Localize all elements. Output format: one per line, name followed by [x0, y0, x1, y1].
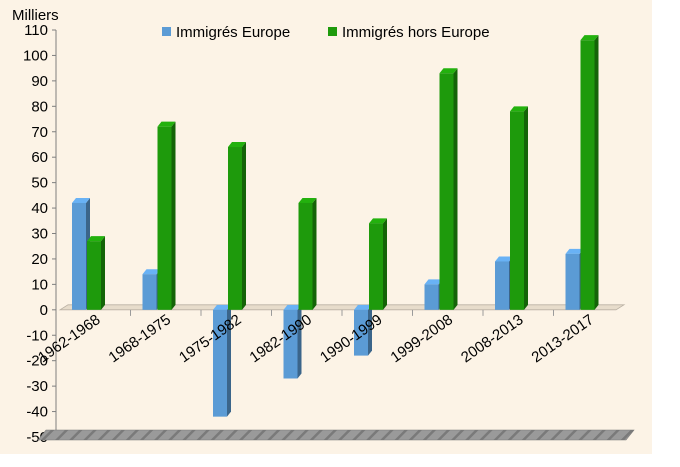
y-tick-label: 100	[23, 47, 48, 64]
legend-swatch	[162, 27, 171, 36]
y-tick-label: -40	[26, 404, 48, 421]
bar-front	[580, 40, 595, 310]
y-axis-label: Milliers	[12, 7, 59, 24]
bar-top	[298, 197, 317, 203]
bar-top	[510, 106, 528, 112]
y-tick-label: 10	[31, 276, 48, 293]
y-tick-label: -30	[26, 378, 48, 395]
bar-top	[580, 35, 599, 41]
bar-front	[228, 147, 242, 310]
y-tick-label: 40	[31, 200, 48, 217]
y-tick-label: -20	[26, 353, 48, 370]
bar-front	[283, 309, 298, 379]
bar-top	[283, 304, 302, 310]
bar	[369, 218, 387, 310]
bar-front	[510, 111, 524, 310]
bar	[354, 304, 372, 356]
legend-label: Immigrés hors Europe	[342, 24, 490, 41]
bar	[157, 121, 176, 310]
bar-top	[228, 142, 246, 148]
legend-item: Immigrés hors Europe	[328, 24, 490, 41]
y-tick-label: 0	[40, 302, 48, 319]
bar-side	[594, 35, 599, 310]
y-tick-label: 80	[31, 98, 48, 115]
legend-label: Immigrés Europe	[176, 24, 290, 41]
bar-top	[354, 304, 372, 310]
y-tick-label: 30	[31, 226, 48, 243]
y-tick-label: 50	[31, 175, 48, 192]
bar-front	[298, 202, 313, 310]
bar-side	[383, 218, 387, 310]
bar-top	[369, 218, 387, 224]
floor-plane	[37, 429, 635, 441]
legend-swatch	[328, 27, 337, 36]
y-tick-label: -10	[26, 327, 48, 344]
bar	[298, 197, 317, 310]
bar-front	[495, 261, 509, 310]
bar-top	[72, 197, 90, 203]
bar-top	[565, 248, 584, 254]
bar-front	[439, 73, 454, 310]
bar	[580, 35, 599, 310]
y-tick-label: 110	[24, 22, 48, 39]
bar-top	[213, 304, 231, 310]
y-tick-label: 70	[31, 124, 48, 141]
bar-front	[369, 223, 383, 310]
bar-top	[495, 256, 513, 262]
bar	[283, 304, 302, 379]
bar-side	[297, 304, 302, 379]
bar-front	[565, 253, 580, 310]
bar	[87, 236, 105, 310]
y-tick-label: 20	[31, 251, 48, 268]
bar-side	[312, 197, 317, 310]
bar-side	[227, 304, 231, 417]
bar-side	[453, 68, 458, 310]
bar-front	[157, 126, 172, 310]
bar-top	[87, 236, 105, 242]
y-tick-label: -50	[26, 429, 48, 446]
y-tick-label: 90	[31, 73, 48, 90]
bar-side	[524, 106, 528, 310]
bar	[213, 304, 231, 417]
bar-front	[72, 202, 86, 310]
chart-floor	[37, 429, 635, 441]
legend-item: Immigrés Europe	[162, 24, 290, 41]
legend: Immigrés Europe Immigrés hors Europe	[162, 24, 490, 41]
bar-top	[157, 121, 176, 127]
chart-background	[0, 0, 652, 454]
y-tick-label: 60	[31, 149, 48, 166]
bar-front	[87, 241, 101, 310]
bar-front	[213, 309, 227, 417]
bar-side	[242, 142, 246, 310]
bar-top	[424, 279, 443, 285]
bar-top	[142, 269, 161, 275]
bar	[510, 106, 528, 310]
bar-top	[439, 68, 458, 74]
bar-chart: Milliers Immigrés Europe Immigrés hors Eu…	[0, 0, 652, 454]
bar-side	[171, 121, 176, 310]
bar-side	[368, 304, 372, 356]
chart-panel: Milliers Immigrés Europe Immigrés hors Eu…	[0, 0, 652, 454]
bar-front	[354, 309, 368, 356]
bar-front	[424, 284, 439, 310]
bar	[228, 142, 246, 310]
bar	[439, 68, 458, 310]
bar-side	[101, 236, 105, 310]
bar-front	[142, 274, 157, 310]
bars	[72, 35, 599, 417]
